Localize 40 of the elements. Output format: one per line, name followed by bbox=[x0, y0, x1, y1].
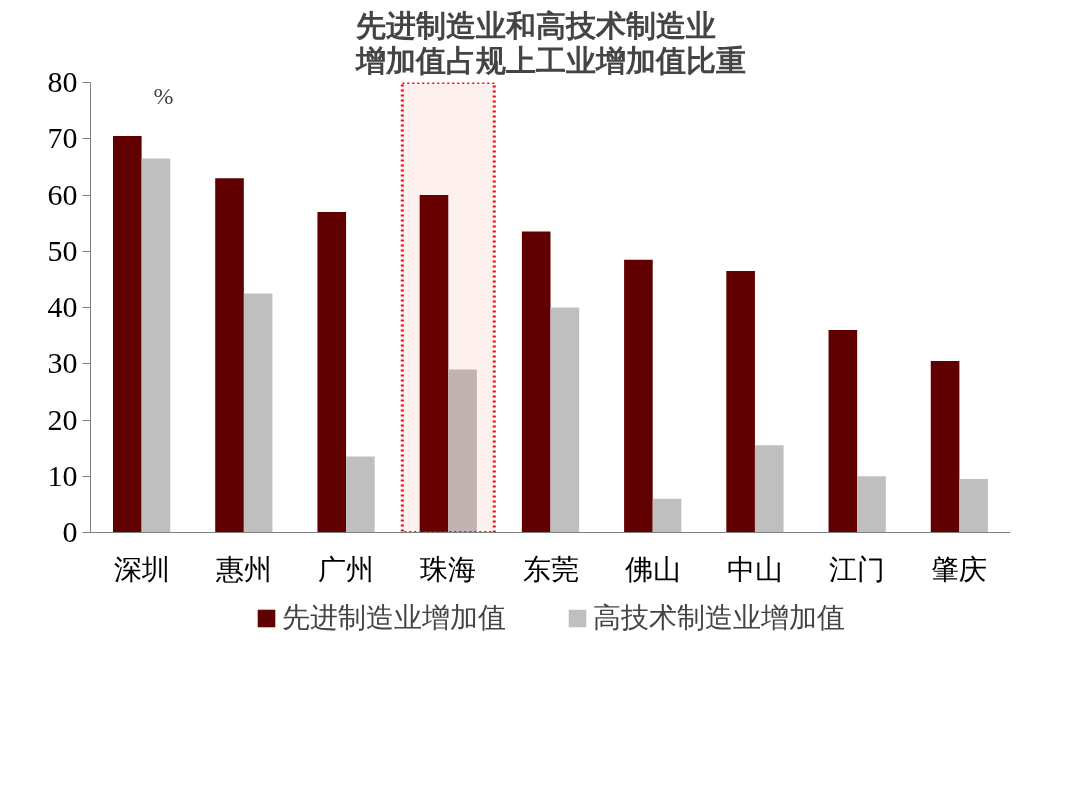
bar bbox=[754, 445, 784, 533]
bar bbox=[521, 231, 551, 533]
x-tick-label: 东莞 bbox=[522, 552, 579, 586]
x-tick-label: 广州 bbox=[318, 552, 375, 586]
x-tick-label: 肇庆 bbox=[931, 552, 988, 586]
y-tick-label: 20 bbox=[47, 402, 78, 436]
y-tick-label: 70 bbox=[47, 121, 78, 155]
bar bbox=[857, 476, 886, 533]
bar bbox=[624, 259, 653, 533]
y-tick-label: 0 bbox=[62, 515, 78, 548]
chart-title: 先进制造业和高技术制造业增加值占规上工业增加值比重 bbox=[353, 7, 746, 78]
bar bbox=[959, 479, 989, 533]
x-tick-label: 深圳 bbox=[113, 552, 170, 586]
y-tick-label: 60 bbox=[47, 177, 78, 211]
y-tick-label: 30 bbox=[47, 346, 78, 380]
bar bbox=[550, 307, 580, 533]
bar bbox=[141, 158, 171, 533]
x-tick-label: 江门 bbox=[829, 552, 886, 586]
bar bbox=[448, 369, 477, 533]
bar bbox=[112, 135, 142, 533]
bar bbox=[243, 293, 273, 533]
bar bbox=[419, 195, 449, 533]
bar bbox=[346, 456, 375, 533]
bar bbox=[317, 211, 347, 533]
y-tick-label: 50 bbox=[47, 233, 78, 267]
y-tick-label: 10 bbox=[47, 458, 78, 492]
bar bbox=[215, 178, 244, 533]
legend-label: 高技术制造业增加值 bbox=[593, 600, 845, 636]
x-tick-label: 惠州 bbox=[214, 552, 272, 586]
bar bbox=[828, 330, 858, 533]
x-tick-label: 中山 bbox=[726, 552, 783, 586]
x-tick-label: 佛山 bbox=[624, 552, 681, 586]
bar bbox=[930, 360, 960, 533]
y-tick-label: 80 bbox=[47, 65, 78, 98]
y-axis-title: % bbox=[153, 82, 174, 109]
y-tick-label: 40 bbox=[47, 290, 78, 323]
x-tick-label: 珠海 bbox=[420, 552, 477, 586]
legend-label: 先进制造业增加值 bbox=[282, 600, 506, 636]
bar bbox=[652, 498, 682, 533]
bar bbox=[726, 270, 755, 533]
